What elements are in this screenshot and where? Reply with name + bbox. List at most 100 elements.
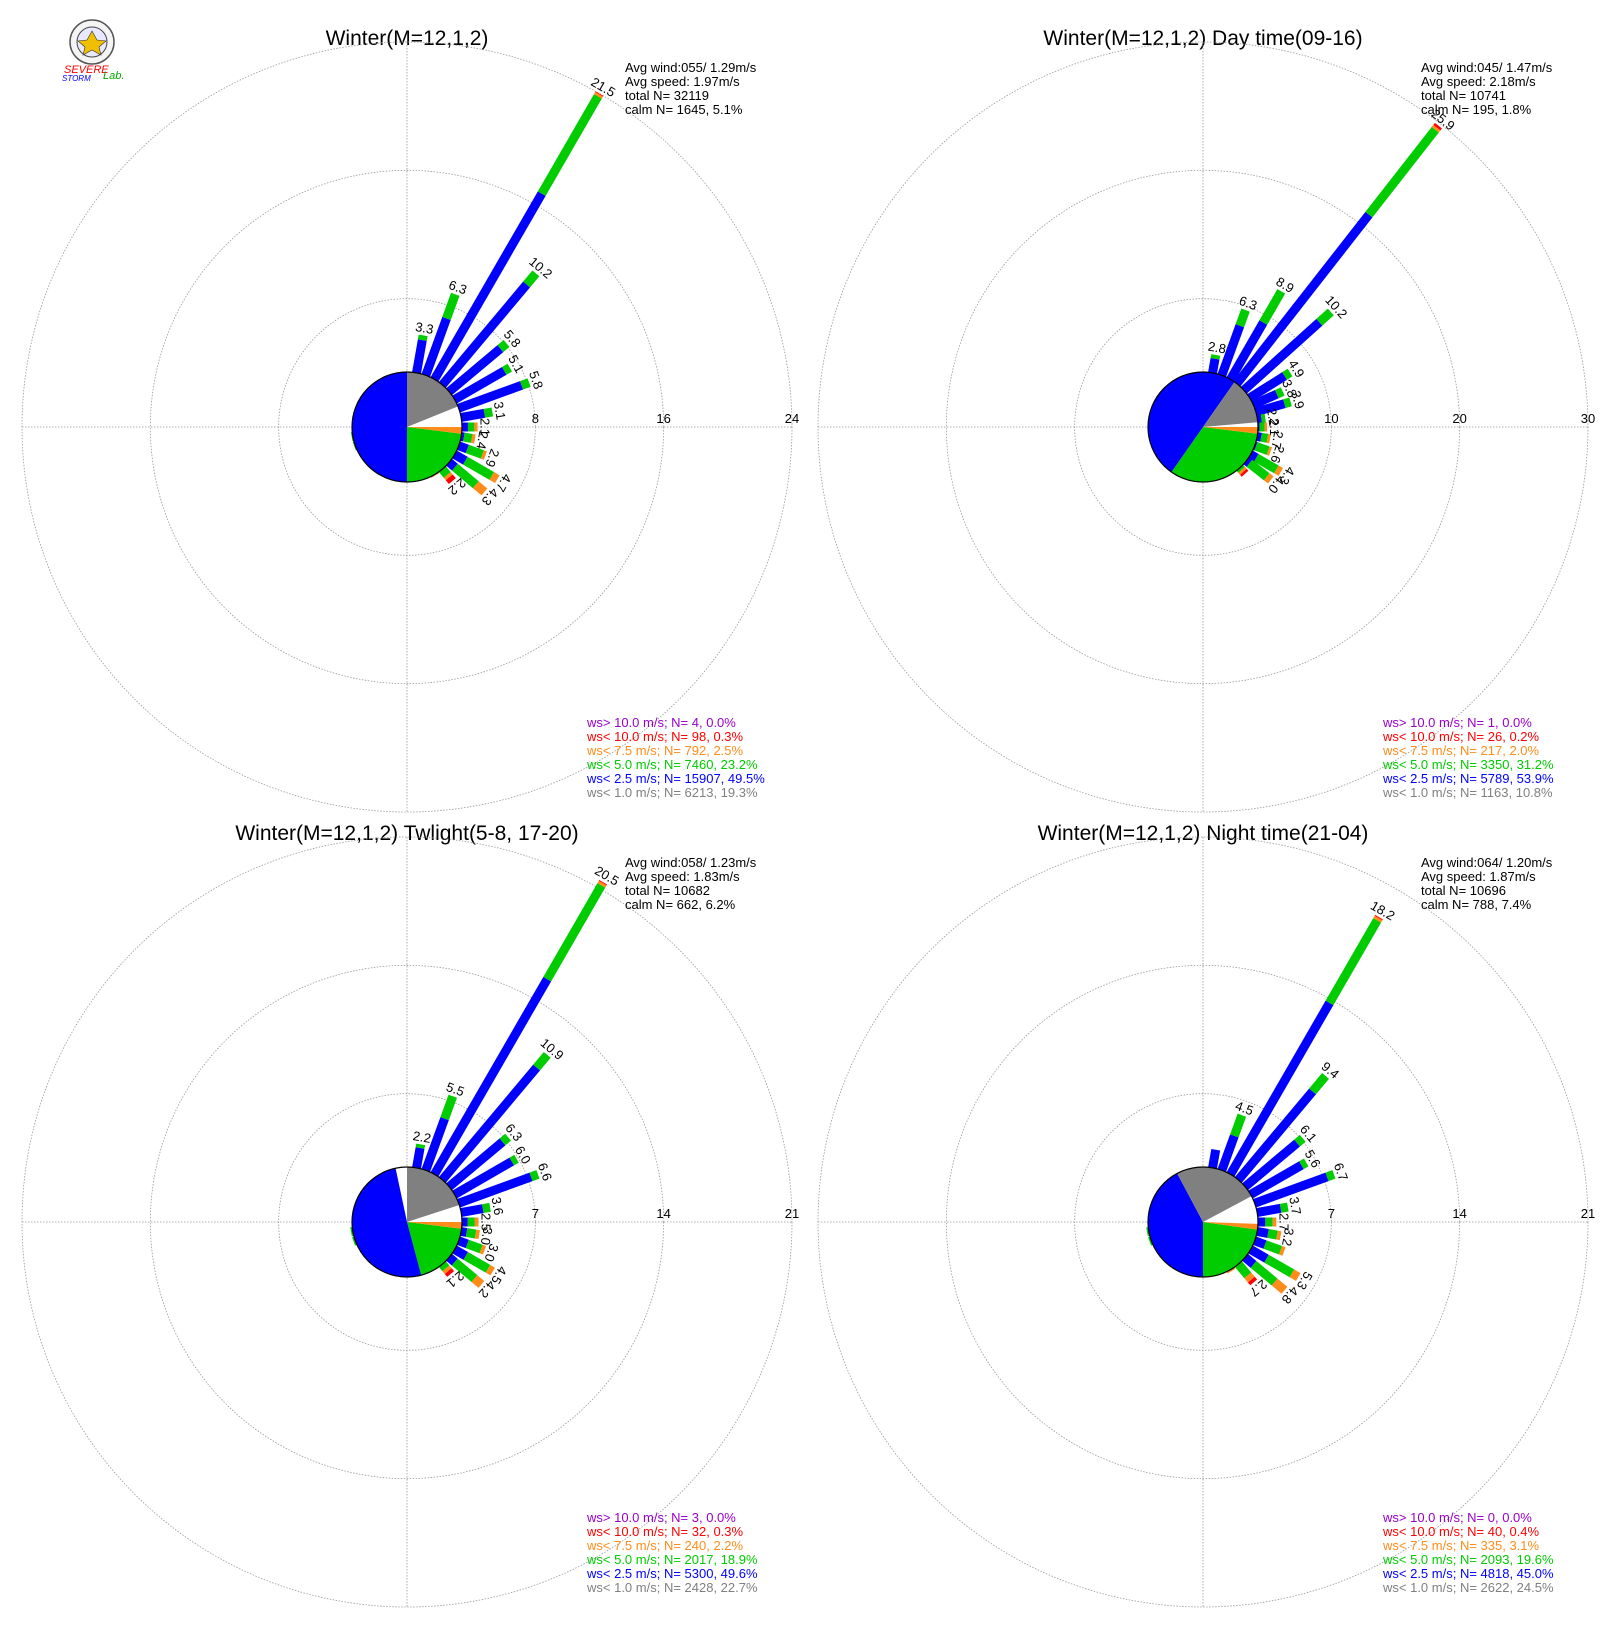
bar-segment-red [1240,468,1249,477]
bar-segment-red [595,91,604,97]
bar-segment-orange [472,481,488,496]
bar-segment-orange [474,422,478,432]
bar-segment-orange [470,433,476,444]
bar-segment-green [440,1094,458,1121]
legend-entry: ws< 1.0 m/s; N= 6213, 19.3% [586,785,758,800]
ring-label: 14 [1452,1206,1466,1221]
pie-slice-gray [1177,1167,1252,1222]
pie-slice-blue [1148,372,1235,473]
bar-value-label: 2.8 [1207,339,1227,357]
bar-segment-orange [1276,1230,1282,1241]
pie-slice-blue [352,372,407,482]
bar-value-label: 2.6 [1267,443,1287,465]
bar-segment-green [483,407,494,418]
bar-segment-green [523,270,540,288]
wind-rose-panel-4: Winter(M=12,1,2) Night time(21-04) 7 14 21 4… [817,822,1595,1608]
bar-segment-blue [421,191,546,398]
bar-segment-green [465,1228,477,1239]
bar-value-label: 5.8 [526,369,546,391]
bar-value-label: 6.7 [1331,1161,1351,1183]
bar-segment-green [1250,1260,1278,1286]
pie-slice-gray [1203,381,1258,427]
bar-value-label: 6.3 [1237,293,1259,313]
bar-segment-green [1254,453,1279,474]
ring-label: 21 [1581,1206,1595,1221]
bar-segment-orange [1431,124,1441,133]
bar-value-label: 2.5 [479,1213,494,1231]
bar-segment-green [465,444,484,459]
bar-segment-red [598,879,608,886]
pie-outline [1147,371,1259,483]
pie-slice-green [407,427,462,482]
pie-slice-blue [1148,1173,1203,1277]
bar-segment-green [1325,918,1382,1006]
bar-segment-green [1325,1170,1336,1182]
bar-segment-green [451,1258,478,1283]
calm-pie [1147,1166,1259,1278]
bar-segment-orange [1289,1269,1301,1281]
pie-outline [351,371,463,483]
legend-entry: ws< 1.0 m/s; N= 2428, 22.7% [586,1580,758,1595]
bar-value-label: 3.1 [491,400,509,420]
bar-segment-green [1265,1217,1273,1227]
pie-outline [1147,1166,1259,1278]
legend-entry: ws< 5.0 m/s; N= 2093, 19.6% [1382,1552,1554,1567]
bar-segment-green [1260,413,1266,424]
pie-slice-blue [352,1168,422,1277]
bar-segment-green [1283,397,1292,408]
bar-segment-red [1374,914,1383,921]
bar-value-label: 3.3 [414,319,434,337]
stats-line: calm N= 662, 6.2% [625,897,736,912]
bar-segment-orange [474,1217,479,1227]
bar-segment-orange [479,1244,487,1255]
bar-value-label: 2.1 [1267,418,1282,436]
bar-segment-green [1309,1073,1330,1095]
bar-segment-red [1433,122,1442,131]
stats-line: calm N= 1645, 5.1% [625,102,743,117]
bar-value-label: 3.0 [478,1226,496,1246]
bar-segment-green [1365,126,1439,218]
legend-entry: ws> 10.0 m/s; N= 3, 0.0% [586,1510,736,1525]
legend-entry: ws< 7.5 m/s; N= 217, 2.0% [1382,743,1540,758]
ring-label: 7 [532,1206,539,1221]
bar-segment-green [417,334,428,341]
bar-segment-blue [440,381,524,419]
logo-text-lab: Lab. [103,70,124,82]
bar-value-label: 2.2 [1264,407,1281,427]
pie-slice-orange [1203,1222,1258,1230]
severe-storm-lab-logo: SEVERE STORM Lab. [62,19,124,83]
bar-segment-green [533,1051,551,1071]
bar-segment-orange [443,472,453,481]
ring-label: 14 [656,1206,670,1221]
bar-segment-red [1247,1276,1258,1286]
bar-segment-green [543,883,606,982]
ring-label: 7 [1328,1206,1335,1221]
bar-segment-green [1294,1134,1306,1147]
legend-entry: ws> 10.0 m/s; N= 1, 0.0% [1382,715,1532,730]
bar-value-label: 3.7 [1286,1196,1304,1216]
ring-label: 16 [656,411,670,426]
wind-rose-panel-3: Winter(M=12,1,2) Twlight(5-8, 17-20) 7 14 2… [21,822,799,1608]
bar-segment-green [520,378,531,390]
pie-outline [351,1166,463,1278]
bar-segment-green [1275,387,1285,399]
bar-value-label: 2.9 [482,447,502,469]
bar-segment-blue [427,1064,541,1197]
bar-segment-orange [471,1275,485,1288]
bar-segment-green [467,1217,475,1227]
bar-segment-green [415,1143,426,1149]
bar-segment-blue [439,1172,533,1214]
logo-text-severe: SEVERE [64,64,109,76]
logo-seal-emblem-icon [77,30,107,56]
stats-line: Avg speed: 1.87m/s [1421,869,1536,884]
bar-segment-green [1254,442,1270,455]
ring-label: 30 [1581,411,1595,426]
bar-value-label: 2.7 [1276,1213,1291,1231]
stats-line: total N= 10741 [1421,88,1506,103]
bar-segment-blue [1225,318,1323,408]
legend-entry: ws< 10.0 m/s; N= 40, 0.4% [1382,1524,1540,1539]
bar-value-label: 3.0 [481,1242,501,1264]
pie-slice-green [1171,427,1258,483]
legend-entry: ws> 10.0 m/s; N= 4, 0.0% [586,715,736,730]
